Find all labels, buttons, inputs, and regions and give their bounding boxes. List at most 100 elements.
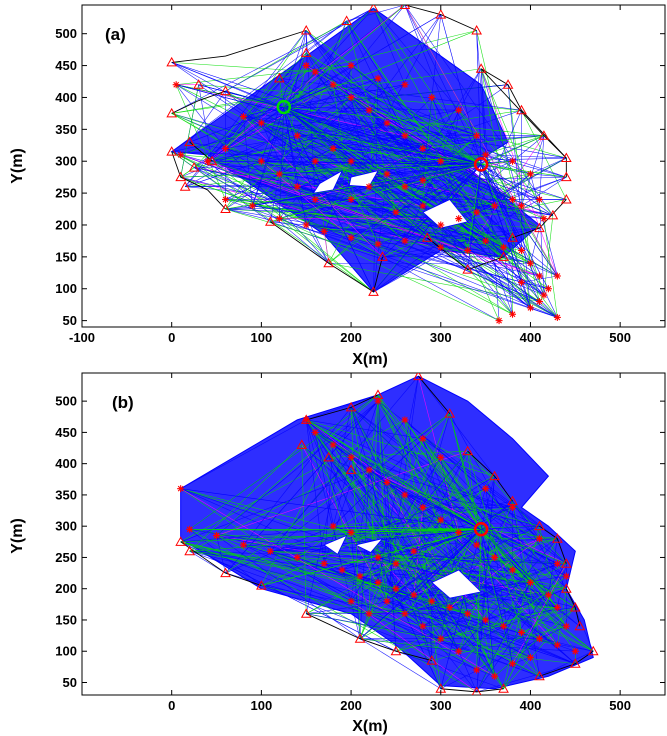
wall-segment bbox=[565, 588, 581, 627]
access-point-marker bbox=[323, 257, 335, 268]
hub-link bbox=[283, 84, 334, 108]
link-line bbox=[377, 176, 567, 245]
link-line bbox=[175, 84, 226, 200]
node-marker bbox=[535, 272, 543, 280]
panel-label-a: (a) bbox=[105, 25, 126, 44]
node-marker bbox=[509, 310, 517, 318]
link-line bbox=[243, 519, 441, 546]
link-line bbox=[225, 7, 374, 149]
link-line bbox=[323, 161, 352, 232]
link-line bbox=[180, 541, 468, 615]
node-marker bbox=[248, 202, 256, 210]
hub-link bbox=[315, 432, 482, 530]
node-marker bbox=[509, 566, 517, 574]
hub-link bbox=[480, 164, 513, 238]
access-point-marker bbox=[498, 251, 509, 261]
hub-link bbox=[480, 164, 540, 200]
link-line bbox=[476, 110, 522, 213]
node-marker bbox=[482, 237, 490, 245]
x-tick-label: 300 bbox=[430, 330, 452, 345]
link-line bbox=[225, 90, 406, 242]
hub-link bbox=[480, 164, 513, 200]
access-point-marker bbox=[220, 85, 231, 96]
link-line bbox=[207, 160, 329, 264]
link-line bbox=[305, 30, 424, 207]
link-line bbox=[350, 407, 549, 596]
link-line bbox=[368, 109, 477, 137]
wall-segment bbox=[306, 394, 379, 421]
link-line bbox=[305, 407, 352, 614]
y-tick-label: 450 bbox=[55, 58, 77, 73]
link-line bbox=[512, 135, 545, 162]
link-line bbox=[180, 84, 199, 178]
link-line bbox=[350, 407, 504, 689]
hub-link bbox=[180, 488, 482, 530]
hub-link bbox=[207, 106, 284, 162]
link-line bbox=[458, 538, 558, 652]
node-marker bbox=[562, 572, 570, 580]
link-line bbox=[350, 469, 576, 664]
hub-link bbox=[480, 529, 558, 646]
access-point-marker bbox=[368, 286, 379, 296]
y-tick-label: 100 bbox=[55, 644, 77, 659]
link-line bbox=[350, 407, 370, 470]
link-line bbox=[297, 186, 486, 242]
link-line bbox=[328, 457, 576, 664]
node-marker bbox=[347, 195, 355, 203]
link-line bbox=[216, 535, 361, 639]
link-line bbox=[413, 550, 513, 571]
link-line bbox=[530, 157, 567, 175]
access-point-marker bbox=[435, 9, 447, 19]
access-point-marker bbox=[421, 232, 433, 242]
link-line bbox=[279, 154, 486, 175]
link-line bbox=[440, 457, 495, 677]
hub-link bbox=[283, 106, 531, 309]
access-point-marker bbox=[560, 193, 572, 204]
link-line bbox=[440, 582, 531, 689]
hub-link bbox=[306, 419, 482, 530]
hub-link bbox=[283, 52, 307, 108]
hub-link bbox=[243, 116, 482, 165]
node-marker bbox=[535, 535, 543, 543]
x-tick-label: -100 bbox=[69, 330, 95, 345]
access-point-marker bbox=[256, 580, 267, 590]
link-line bbox=[297, 186, 540, 277]
access-point-marker bbox=[569, 658, 581, 668]
link-line bbox=[171, 109, 370, 152]
link-line bbox=[467, 450, 567, 564]
link-line bbox=[350, 532, 388, 602]
link-line bbox=[440, 607, 451, 639]
hub-link bbox=[351, 529, 482, 533]
node-marker bbox=[526, 170, 534, 178]
node-marker bbox=[509, 195, 517, 203]
node-marker bbox=[320, 227, 328, 235]
node-marker bbox=[347, 453, 355, 461]
link-line bbox=[225, 173, 280, 210]
link-line bbox=[171, 151, 549, 290]
link-line bbox=[350, 97, 397, 213]
node-marker bbox=[500, 622, 508, 630]
node-marker bbox=[266, 547, 274, 555]
link-line bbox=[530, 173, 567, 178]
node-marker bbox=[553, 313, 561, 321]
hub-link bbox=[368, 469, 482, 530]
hub-link bbox=[315, 164, 482, 200]
ticks-b: 0 100 200 300 400 500 50 100 150 200 250 300 350 400 4… bbox=[55, 373, 665, 713]
node-marker bbox=[329, 81, 337, 89]
node-marker bbox=[275, 170, 283, 178]
link-line bbox=[306, 419, 540, 539]
node-marker bbox=[535, 635, 543, 643]
node-marker bbox=[509, 660, 517, 668]
node-marker bbox=[257, 119, 265, 127]
link-line bbox=[512, 501, 567, 589]
hub-link bbox=[440, 14, 482, 165]
obstacle bbox=[354, 538, 384, 553]
hub-link bbox=[404, 419, 482, 530]
link-line bbox=[176, 84, 531, 264]
hub-link bbox=[480, 164, 558, 277]
hub-link bbox=[449, 413, 482, 530]
link-line bbox=[180, 154, 540, 277]
hub-link bbox=[283, 106, 316, 200]
link-line bbox=[539, 650, 594, 677]
